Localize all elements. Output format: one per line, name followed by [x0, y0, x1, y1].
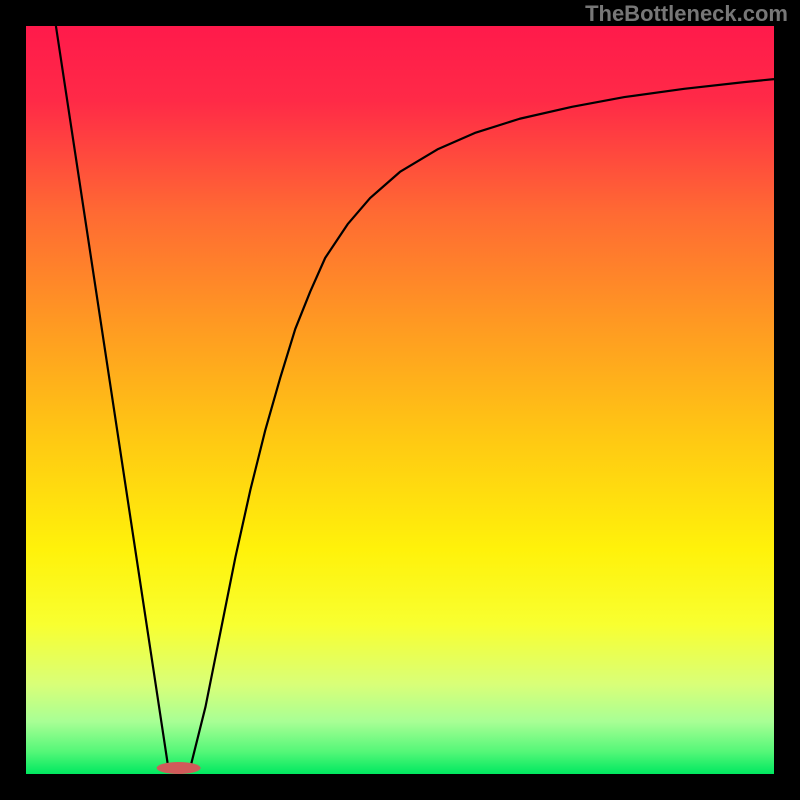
- minimum-marker: [157, 762, 201, 774]
- bottleneck-chart: [0, 0, 800, 800]
- plot-background: [26, 26, 774, 774]
- watermark-text: TheBottleneck.com: [585, 1, 788, 27]
